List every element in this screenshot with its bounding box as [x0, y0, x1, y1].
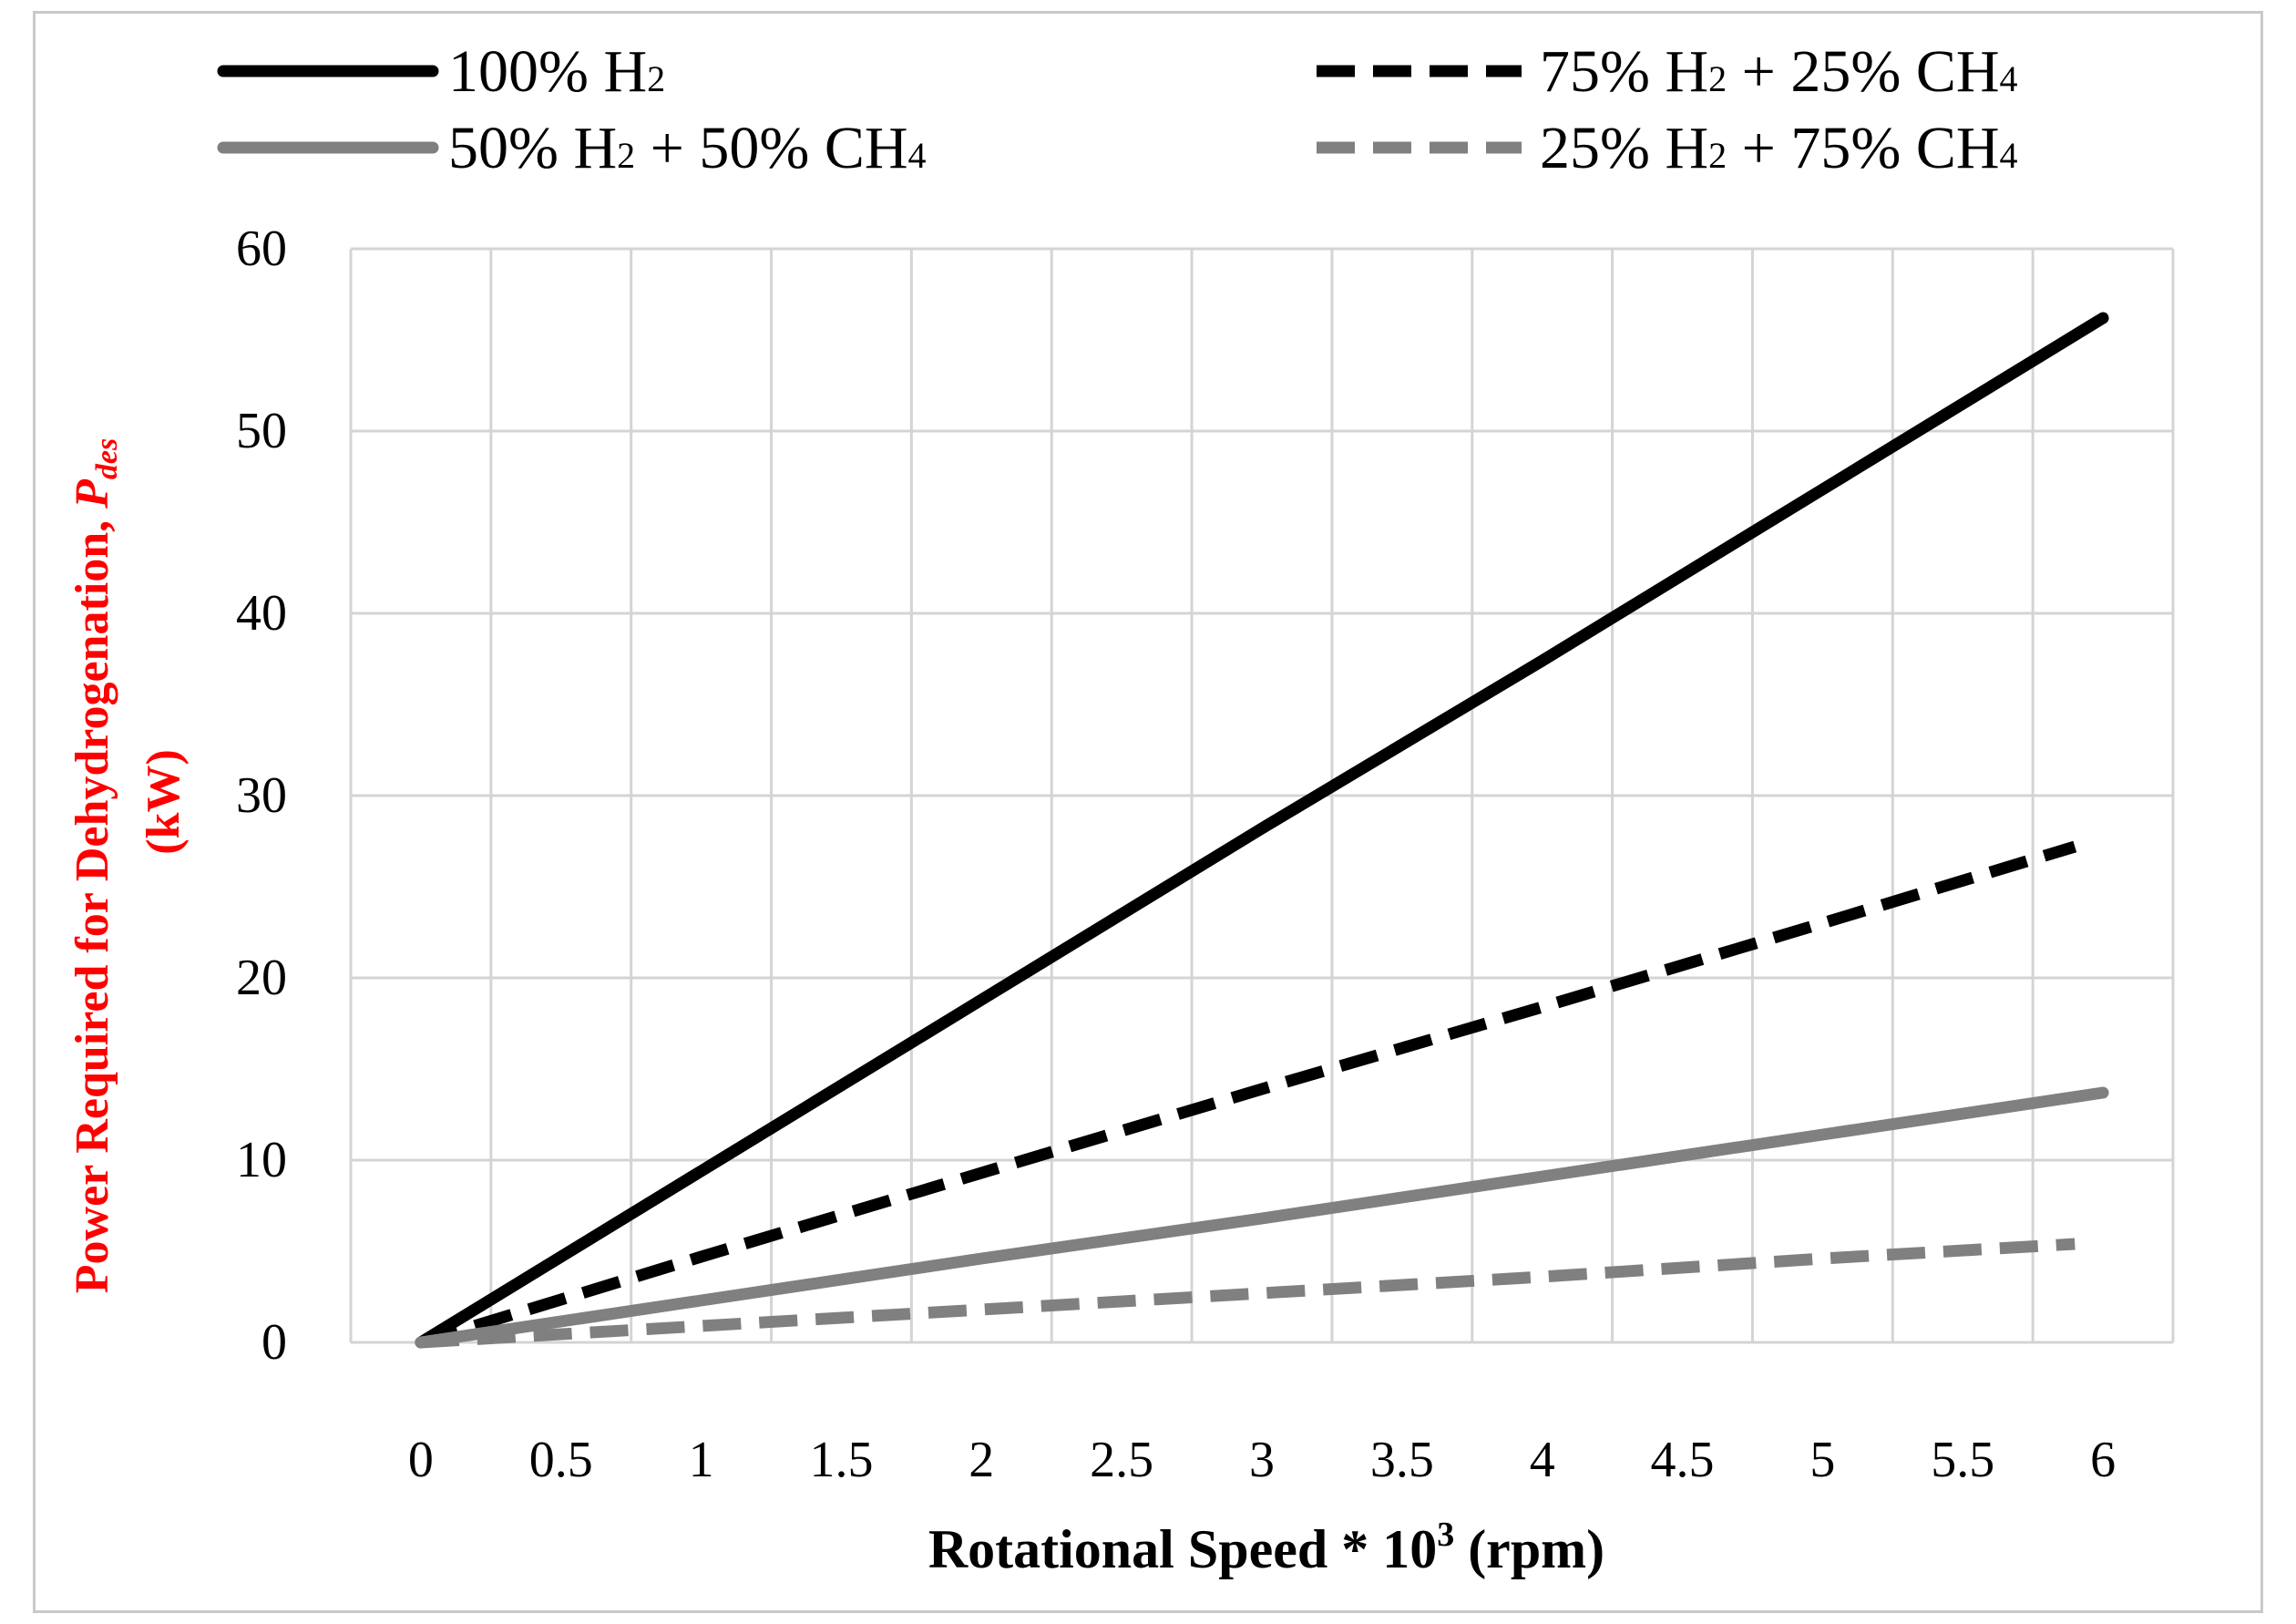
series-lines [415, 312, 2109, 1349]
x-tick-label: 3.5 [1370, 1432, 1434, 1488]
series-line-75-h2-25-ch4 [419, 840, 2077, 1349]
x-tick-label: 1 [689, 1432, 714, 1488]
y-tick-label: 50 [236, 403, 287, 459]
y-tick-label: 0 [261, 1314, 287, 1371]
y-tick-label: 30 [236, 767, 287, 824]
y-axis-label: Power Required for Dehydrogenation, Pdes [67, 438, 124, 1293]
x-tick-label: 0.5 [529, 1432, 593, 1488]
legend: 100% H2 75% H2 + 25% CH4 50% H2 + 50% CH… [217, 38, 2018, 181]
legend-label-25-h2-75-ch4: 25% H2 + 75% CH4 [1540, 115, 2018, 181]
chart-frame [33, 11, 2263, 1613]
grid [349, 247, 2175, 1344]
legend-label-75-h2-25-ch4: 75% H2 + 25% CH4 [1540, 38, 2018, 105]
x-tick-label: 4 [1530, 1432, 1555, 1488]
legend-entry-100-h2: 100% H2 [217, 38, 665, 105]
legend-entry-25-h2-75-ch4: 25% H2 + 75% CH4 [1317, 115, 2018, 181]
x-tick-label: 3 [1249, 1432, 1275, 1488]
x-tick-label: 1.5 [809, 1432, 873, 1488]
x-tick-label: 4.5 [1651, 1432, 1715, 1488]
y-tick-label: 10 [236, 1132, 287, 1188]
y-tick-label: 20 [236, 950, 287, 1006]
series-line-25-h2-75-ch4 [420, 1238, 2076, 1349]
x-tick-label: 5.5 [1931, 1432, 1994, 1488]
legend-entry-75-h2-25-ch4: 75% H2 + 25% CH4 [1317, 38, 2018, 105]
x-tick-label: 2.5 [1090, 1432, 1153, 1488]
y-tick-label: 60 [236, 221, 287, 277]
legend-entry-50-h2-50-ch4: 50% H2 + 50% CH4 [217, 115, 927, 181]
legend-label-50-h2-50-ch4: 50% H2 + 50% CH4 [448, 115, 927, 181]
x-tick-label: 0 [408, 1432, 434, 1488]
series-line-50-h2-50-ch4 [415, 1086, 2109, 1349]
x-axis-ticks: 0 0.5 1 1.5 2 2.5 3 3.5 4 4.5 5 5.5 6 [408, 1432, 2116, 1488]
x-tick-label: 2 [969, 1432, 994, 1488]
y-tick-label: 40 [236, 585, 287, 642]
legend-label-100-h2: 100% H2 [448, 38, 665, 105]
y-axis-ticks: 0 10 20 30 40 50 60 [236, 221, 287, 1371]
x-axis-label: Rotational Speed * 103 (rpm) [928, 1516, 1604, 1579]
x-tick-label: 6 [2090, 1432, 2116, 1488]
y-axis-label-unit: (kW) [138, 749, 190, 855]
series-line-100-h2 [415, 312, 2109, 1349]
x-tick-label: 5 [1809, 1432, 1835, 1488]
